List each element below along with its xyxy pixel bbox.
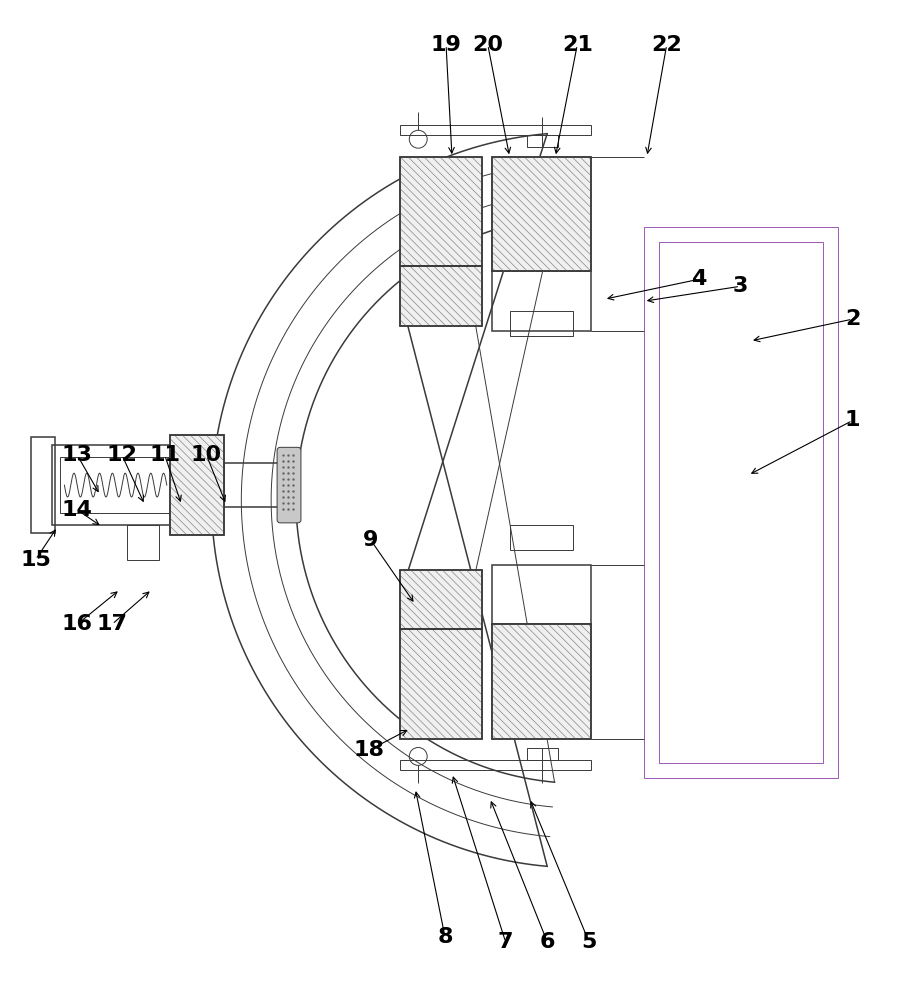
Bar: [400, 157, 481, 266]
Bar: [127, 525, 159, 560]
Bar: [527, 135, 559, 147]
Text: 10: 10: [191, 445, 222, 465]
FancyBboxPatch shape: [277, 447, 301, 523]
Bar: [400, 570, 481, 629]
Text: 2: 2: [844, 309, 860, 329]
Text: 16: 16: [62, 614, 93, 634]
Bar: [491, 565, 592, 624]
Bar: [170, 435, 225, 535]
Bar: [491, 624, 592, 739]
Text: 1: 1: [844, 410, 860, 430]
Text: 15: 15: [20, 550, 51, 570]
Bar: [644, 227, 837, 778]
Text: 7: 7: [498, 932, 513, 952]
Text: 4: 4: [691, 269, 706, 289]
Text: 5: 5: [581, 932, 597, 952]
Bar: [31, 437, 56, 533]
Text: 20: 20: [472, 35, 503, 55]
Bar: [400, 629, 481, 739]
Text: 6: 6: [540, 932, 555, 952]
Bar: [400, 157, 481, 266]
Bar: [400, 760, 592, 770]
Bar: [53, 445, 217, 525]
Text: 14: 14: [62, 500, 93, 520]
Text: 17: 17: [96, 614, 127, 634]
Bar: [510, 311, 573, 336]
Text: 19: 19: [430, 35, 461, 55]
Bar: [60, 457, 175, 513]
Text: 9: 9: [363, 530, 379, 550]
Text: 22: 22: [652, 35, 682, 55]
Text: 3: 3: [733, 276, 748, 296]
Bar: [491, 624, 592, 739]
Bar: [225, 463, 282, 507]
Bar: [400, 266, 481, 326]
Bar: [400, 629, 481, 739]
Bar: [510, 525, 573, 550]
Bar: [491, 271, 592, 331]
Text: 11: 11: [149, 445, 180, 465]
Bar: [170, 435, 225, 535]
Text: 8: 8: [438, 927, 453, 947]
Bar: [659, 242, 823, 763]
Text: 21: 21: [561, 35, 592, 55]
Bar: [491, 157, 592, 271]
Bar: [527, 748, 559, 760]
Bar: [400, 266, 481, 326]
Text: 18: 18: [353, 740, 384, 760]
Bar: [491, 157, 592, 271]
Text: 13: 13: [62, 445, 93, 465]
Text: 12: 12: [106, 445, 137, 465]
Bar: [400, 125, 592, 135]
Bar: [400, 570, 481, 629]
